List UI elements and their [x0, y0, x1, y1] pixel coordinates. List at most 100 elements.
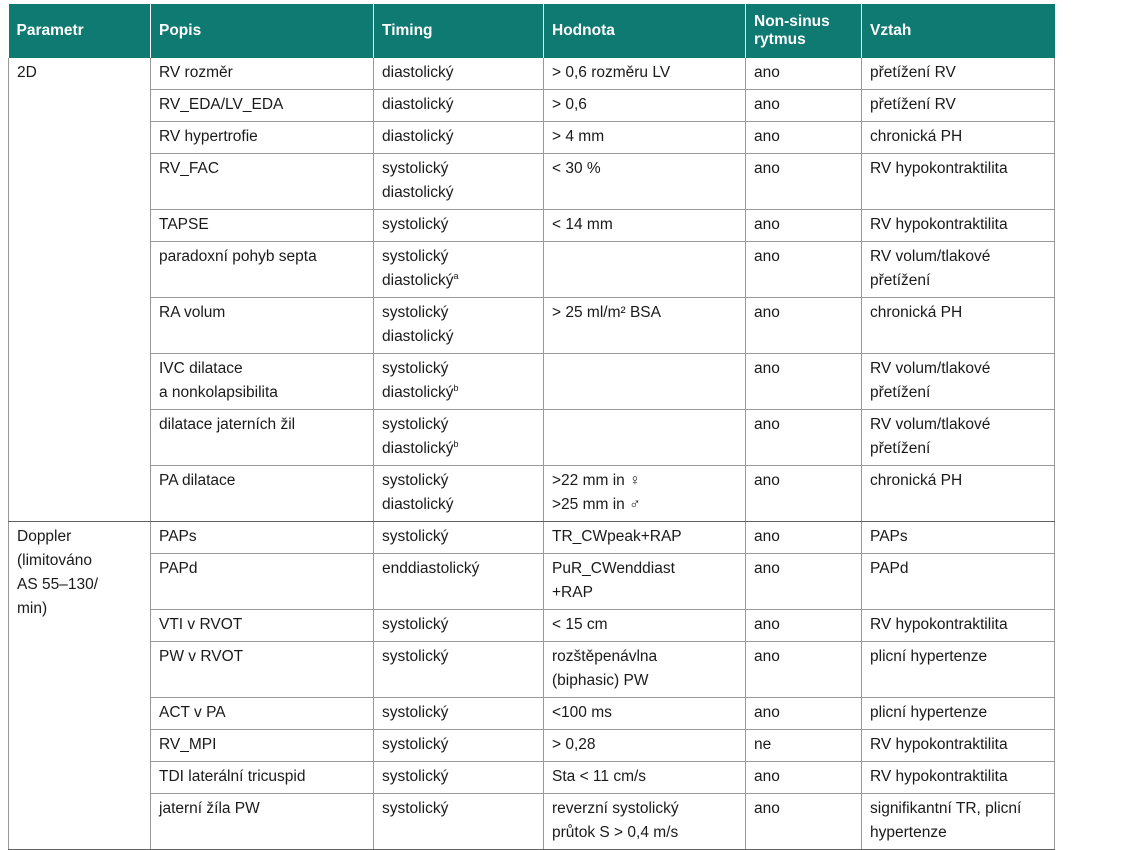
hodnota-line: >22 mm in ♀ [552, 472, 641, 489]
hodnota-cell [543, 353, 746, 410]
popis-cell: RV_FAC [150, 153, 374, 210]
non-sinus-cell: ano [745, 153, 862, 210]
hodnota-cell [543, 241, 746, 298]
footnote-mark: a [453, 271, 459, 281]
hodnota-line: < 15 cm [552, 616, 608, 633]
timing-cell: systolický diastolickýb [373, 409, 544, 466]
timing-line: systolický [382, 616, 449, 633]
non-sinus-line: ano [754, 768, 780, 785]
table-row: 2D RV rozměr diastolický > 0,6 rozměru LV an… [8, 58, 1055, 522]
popis-line: PAPd [159, 560, 198, 577]
vztah-cell: plicní hypertenze [861, 697, 1055, 730]
header-popis: Popis [150, 4, 374, 58]
non-sinus-line: ano [754, 472, 780, 489]
popis-line: RV rozměr [159, 64, 233, 81]
header-row: Parametr Popis Timing Hodnota Non-sinus … [8, 4, 1055, 58]
vztah-cell: signifikantní TR, plicní hypertenze [861, 793, 1055, 850]
non-sinus-line: ano [754, 416, 780, 433]
vztah-cell: PAPs [861, 521, 1055, 554]
timing-line: diastolickýb [382, 439, 459, 458]
hodnota-line: < 30 % [552, 160, 601, 177]
popis-cell: dilatace jaterních žil [150, 409, 374, 466]
parameter-line: Doppler [17, 528, 72, 545]
vztah-line: RV volum/tlakové [870, 416, 991, 433]
hodnota-cell: > 0,28 [543, 729, 746, 762]
popis-cell: PA dilatace [150, 465, 374, 522]
timing-line: diastolickýb [382, 383, 459, 402]
timing-cell: systolický diastolickýb [373, 353, 544, 410]
popis-cell: paradoxní pohyb septa [150, 241, 374, 298]
hodnota-line: >25 mm in ♂ [552, 496, 641, 513]
vztah-cell: přetížení RV [861, 58, 1055, 90]
hodnota-cell: > 0,6 rozměru LV [543, 58, 746, 90]
hodnota-cell: < 14 mm [543, 209, 746, 242]
popis-cell: PAPd [150, 553, 374, 610]
non-sinus-cell: ano [745, 641, 862, 698]
vztah-line: přetížení [870, 384, 931, 401]
timing-cell: diastolický [373, 121, 544, 154]
timing-line: systolický [382, 360, 449, 377]
non-sinus-line: ano [754, 704, 780, 721]
timing-cell: systolický [373, 209, 544, 242]
header-timing: Timing [373, 4, 544, 58]
vztah-cell: RV hypokontraktilita [861, 729, 1055, 762]
timing-line: enddiastolický [382, 560, 480, 577]
non-sinus-cell: ano [745, 209, 862, 242]
popis-cell: RV_EDA/LV_EDA [150, 89, 374, 122]
non-sinus-line: ano [754, 64, 780, 81]
popis-line: TAPSE [159, 216, 209, 233]
popis-cell: PW v RVOT [150, 641, 374, 698]
non-sinus-cell: ano [745, 553, 862, 610]
timing-cell: systolický diastolickýa [373, 241, 544, 298]
hodnota-cell: >22 mm in ♀ >25 mm in ♂ [543, 465, 746, 522]
hodnota-line: > 0,6 rozměru LV [552, 64, 671, 81]
hodnota-line: > 0,6 [552, 96, 587, 113]
vztah-cell: RV hypokontraktilita [861, 609, 1055, 642]
non-sinus-cell: ano [745, 241, 862, 298]
vztah-cell: plicní hypertenze [861, 641, 1055, 698]
table-container: Parametr Popis Timing Hodnota Non-sinus … [8, 4, 1055, 850]
vztah-cell: RV volum/tlakové přetížení [861, 353, 1055, 410]
non-sinus-line: ano [754, 800, 780, 817]
timing-cell: systolický [373, 761, 544, 794]
vztah-line: RV hypokontraktilita [870, 736, 1008, 753]
vztah-line: RV hypokontraktilita [870, 616, 1008, 633]
timing-cell: diastolický [373, 58, 544, 90]
non-sinus-line: ano [754, 160, 780, 177]
hodnota-line: > 0,28 [552, 736, 596, 753]
hodnota-line: (biphasic) PW [552, 672, 649, 689]
vztah-cell: chronická PH [861, 465, 1055, 522]
popis-cell: VTI v RVOT [150, 609, 374, 642]
vztah-cell: RV hypokontraktilita [861, 209, 1055, 242]
table-row: RV_FAC systolický diastolický < 30 % ano RV h… [9, 153, 1055, 210]
table-row: RA volum systolický diastolický > 25 ml/m² … [9, 297, 1055, 354]
parameter-line: AS 55–130/ [17, 576, 99, 593]
table-row: RV_EDA/LV_EDA diastolický > 0,6 ano přetížen… [9, 89, 1055, 122]
popis-line: dilatace jaterních žil [159, 416, 296, 433]
vztah-line: chronická PH [870, 304, 963, 321]
timing-line: diastolický [382, 328, 454, 345]
hodnota-cell [543, 409, 746, 466]
parameter-cell: 2D [8, 58, 151, 522]
table-body: 2D RV rozměr diastolický > 0,6 rozměru LV an… [8, 58, 1055, 850]
timing-line: systolický [382, 248, 449, 265]
table-row: PW v RVOT systolický rozštěpenávlna (biphas… [9, 641, 1055, 698]
popis-cell: jaterní žíla PW [150, 793, 374, 850]
non-sinus-cell: ano [745, 89, 862, 122]
non-sinus-line: ano [754, 216, 780, 233]
table-row: paradoxní pohyb septa systolický diastolic… [9, 241, 1055, 298]
popis-line: RV_EDA/LV_EDA [159, 96, 284, 113]
popis-line: PAPs [159, 528, 197, 545]
hodnota-cell: < 15 cm [543, 609, 746, 642]
header-vztah: Vztah [861, 4, 1055, 58]
table-row: IVC dilatace a nonkolapsibilita systolický… [9, 353, 1055, 410]
non-sinus-cell: ano [745, 409, 862, 466]
vztah-cell: chronická PH [861, 297, 1055, 354]
popis-line: PA dilatace [159, 472, 236, 489]
popis-cell: RA volum [150, 297, 374, 354]
popis-cell: RV hypertrofie [150, 121, 374, 154]
hodnota-line: rozštěpenávlna [552, 648, 658, 665]
hodnota-cell: reverzní systolický průtok S > 0,4 m/s [543, 793, 746, 850]
table-row: PA dilatace systolický diastolický >22 mm i… [9, 465, 1055, 522]
table-row: ACT v PA systolický <100 ms ano plicní hyper… [9, 697, 1055, 730]
